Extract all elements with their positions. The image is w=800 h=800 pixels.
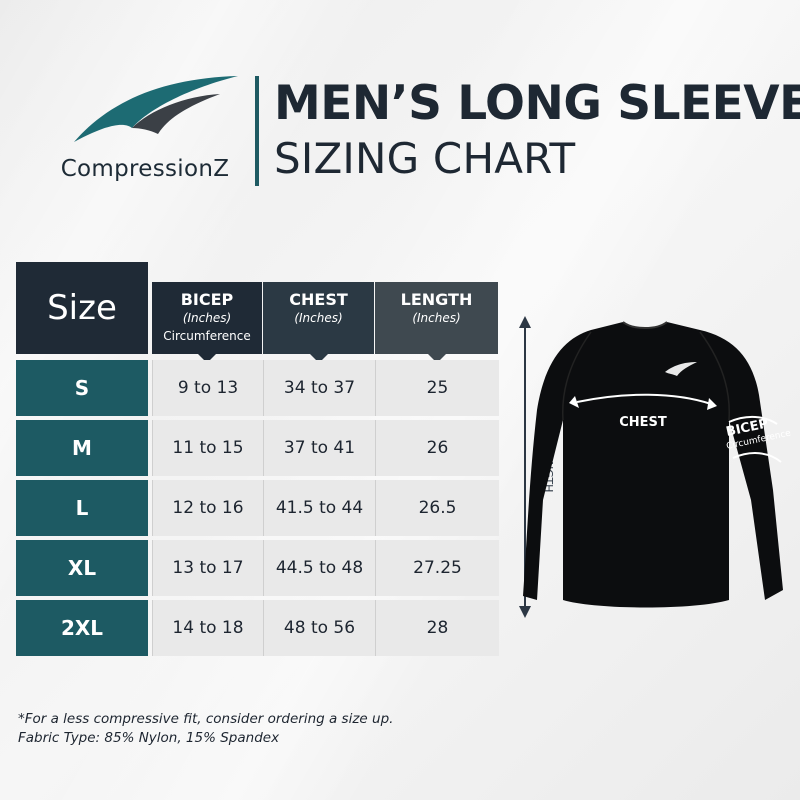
swoosh-logo-icon bbox=[74, 76, 238, 142]
bicep-header-note: Circumference bbox=[163, 329, 251, 343]
chest-cell: 44.5 to 48 bbox=[263, 540, 375, 596]
brand-logo: CompressionZ bbox=[30, 70, 260, 190]
bicep-cell: 12 to 16 bbox=[152, 480, 263, 536]
size-label: XL bbox=[16, 540, 148, 596]
length-cell: 27.25 bbox=[375, 540, 499, 596]
chest-arrow-icon bbox=[569, 393, 717, 410]
size-label: M bbox=[16, 420, 148, 476]
bicep-cell: 9 to 13 bbox=[152, 360, 263, 416]
shirt-icon bbox=[523, 321, 783, 608]
bicep-header-label: BICEP bbox=[180, 290, 234, 309]
bicep-column-header: BICEP (Inches) Circumference bbox=[152, 282, 262, 363]
length-cell: 28 bbox=[375, 600, 499, 656]
chest-label: CHEST bbox=[619, 415, 667, 430]
bicep-cell: 13 to 17 bbox=[152, 540, 263, 596]
chest-cell: 37 to 41 bbox=[263, 420, 375, 476]
length-arrow-icon bbox=[519, 316, 531, 618]
footnotes: *For a less compressive fit, consider or… bbox=[18, 710, 393, 748]
bicep-cell: 11 to 15 bbox=[152, 420, 263, 476]
footnote-fit: *For a less compressive fit, consider or… bbox=[18, 711, 394, 727]
length-cell: 25 bbox=[375, 360, 499, 416]
size-column-header: Size bbox=[16, 262, 148, 354]
chest-header-label: CHEST bbox=[289, 290, 348, 309]
length-cell: 26.5 bbox=[375, 480, 499, 536]
footnote-fabric: Fabric Type: 85% Nylon, 15% Spandex bbox=[18, 730, 280, 746]
page-subtitle: SIZING CHART bbox=[274, 134, 576, 183]
chest-cell: 41.5 to 44 bbox=[263, 480, 375, 536]
brand-name: CompressionZ bbox=[60, 156, 230, 182]
bicep-header-unit: (Inches) bbox=[182, 311, 232, 325]
page-title: MEN’S LONG SLEEVE bbox=[274, 76, 800, 131]
title-divider bbox=[255, 76, 259, 186]
header-pointer-icon bbox=[198, 354, 216, 363]
length-header-unit: (Inches) bbox=[412, 311, 461, 325]
bicep-cell: 14 to 18 bbox=[152, 600, 263, 656]
chest-cell: 48 to 56 bbox=[263, 600, 375, 656]
chest-cell: 34 to 37 bbox=[263, 360, 375, 416]
size-label: 2XL bbox=[16, 600, 148, 656]
chest-column-header: CHEST (Inches) bbox=[263, 282, 374, 363]
chest-header-unit: (Inches) bbox=[294, 311, 343, 325]
length-cell: 26 bbox=[375, 420, 499, 476]
chest-logo-icon bbox=[665, 362, 697, 376]
bicep-band-icon bbox=[728, 416, 782, 463]
length-header-label: LENGTH bbox=[400, 290, 473, 309]
length-column-header: LENGTH (Inches) bbox=[375, 282, 498, 363]
size-label: L bbox=[16, 480, 148, 536]
size-label: S bbox=[16, 360, 148, 416]
header-pointer-icon bbox=[309, 354, 328, 363]
header-pointer-icon bbox=[427, 354, 446, 363]
shirt-measurement-diagram: LENGTH CHEST BICEP Circumference bbox=[519, 316, 792, 618]
